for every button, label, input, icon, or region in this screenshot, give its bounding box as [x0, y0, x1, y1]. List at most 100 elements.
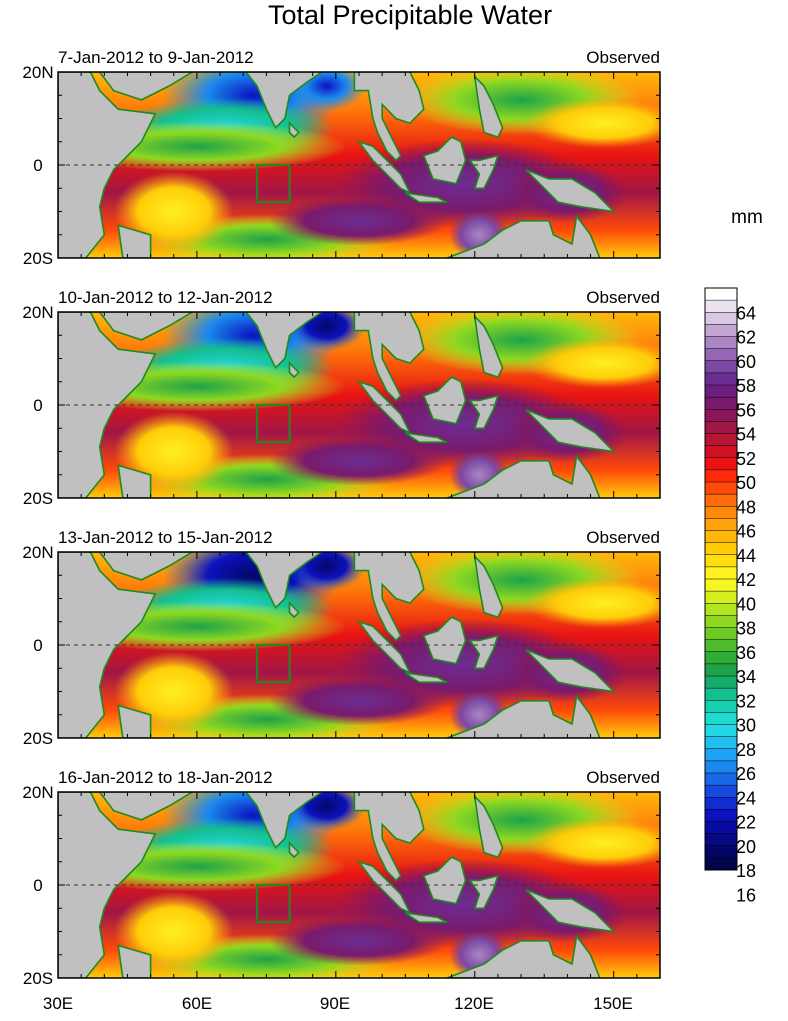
panel-status: Observed: [586, 528, 660, 547]
lat-label: 0: [33, 636, 42, 655]
colorbar-label: 64: [736, 303, 756, 323]
land-mass: [353, 552, 425, 642]
colorbar-swatch: [705, 760, 737, 774]
colorbar-swatch: [705, 773, 737, 786]
land-mass: [353, 72, 425, 162]
panel-date-range: 16-Jan-2012 to 18-Jan-2012: [58, 768, 273, 787]
land-mass: [356, 620, 412, 675]
colorbar-label: 36: [736, 643, 756, 663]
map-panel: 7-Jan-2012 to 9-Jan-2012 Observed 20N 0 20S: [22, 48, 661, 268]
land-mass: [525, 168, 616, 213]
colorbar-label: 50: [736, 473, 756, 493]
colorbar-swatch: [705, 433, 737, 447]
colorbar-label: 60: [736, 352, 756, 372]
colorbar-swatch: [705, 336, 737, 350]
colorbar-swatch: [705, 518, 737, 531]
colorbar-swatch: [705, 663, 737, 677]
water-vapor-field: [58, 792, 660, 978]
colorbar-swatch: [705, 312, 737, 325]
lat-label: 0: [33, 396, 42, 415]
colorbar-unit-label: mm: [731, 207, 763, 228]
colorbar-label: 56: [736, 400, 756, 420]
colorbar-swatch: [705, 676, 737, 689]
moisture-region: [524, 818, 660, 869]
land-mass: [422, 376, 467, 425]
land-mass: [468, 874, 500, 910]
water-vapor-field: [58, 312, 660, 498]
land-mass: [404, 192, 448, 203]
land-mass: [404, 672, 448, 684]
land-mass: [288, 361, 300, 379]
colorbar-label: 40: [736, 594, 756, 614]
land-mass: [473, 74, 504, 139]
land-mass: [353, 312, 425, 402]
colorbar-swatch: [705, 372, 737, 386]
moisture-region: [113, 171, 234, 252]
colorbar-swatch: [705, 785, 737, 798]
colorbar-swatch: [705, 445, 737, 459]
land-mass: [356, 380, 412, 435]
lat-label: 20N: [22, 303, 53, 322]
land-mass: [58, 792, 194, 821]
colorbar-label: 46: [736, 522, 756, 542]
lon-label-90e: 90E: [320, 994, 350, 1013]
colorbar-swatch: [705, 554, 737, 568]
lat-label: 20N: [22, 63, 53, 82]
colorbar-swatch: [705, 797, 737, 810]
colorbar-swatch: [705, 579, 737, 592]
colorbar-label: 54: [736, 425, 756, 445]
land-mass: [356, 140, 412, 195]
land-mass: [468, 154, 500, 190]
land-mass: [288, 601, 300, 619]
panel-status: Observed: [586, 768, 660, 787]
moisture-region: [113, 651, 234, 732]
longitude-axis-labels: 30E 60E 90E 120E 150E: [43, 994, 633, 1013]
land-mass: [468, 394, 500, 430]
region-box: [256, 404, 291, 444]
lon-label-60e: 60E: [182, 994, 212, 1013]
colorbar-label: 18: [736, 861, 756, 881]
colorbar-label: 30: [736, 716, 756, 736]
land-mass: [446, 934, 601, 978]
map-panel: 13-Jan-2012 to 15-Jan-2012 Observed 20N 0 20…: [22, 528, 661, 748]
colorbar-label: 58: [736, 376, 756, 396]
colorbar-swatch: [705, 324, 737, 337]
water-vapor-field: [58, 72, 660, 258]
region-box: [256, 164, 291, 204]
moisture-region: [269, 195, 449, 246]
colorbar-swatch: [705, 809, 737, 822]
colorbar-label: 26: [736, 764, 756, 784]
panel-date-range: 7-Jan-2012 to 9-Jan-2012: [58, 48, 254, 67]
land-mass: [404, 912, 448, 924]
colorbar-label: 16: [736, 885, 756, 905]
panel-status: Observed: [586, 288, 660, 307]
land-mass: [117, 944, 152, 978]
colorbar-swatch: [705, 300, 737, 313]
colorbar-label: 24: [736, 788, 756, 808]
lat-label: 20N: [22, 543, 53, 562]
colorbar-swatch: [705, 845, 737, 859]
colorbar-label: 22: [736, 813, 756, 833]
land-mass: [473, 554, 504, 619]
colorbar-swatch: [705, 688, 737, 701]
panel-date-range: 13-Jan-2012 to 15-Jan-2012: [58, 528, 273, 547]
colorbar-label: 38: [736, 619, 756, 639]
colorbar-swatch: [705, 748, 737, 762]
colorbar-swatch: [705, 469, 737, 483]
colorbar-swatch: [705, 712, 737, 725]
colorbar: 64 62 60 58 56 54 52 50 48 46 44 42 40 38 36 34 32 30 28 26…: [704, 287, 756, 905]
moisture-region: [269, 915, 449, 966]
colorbar-swatch: [705, 857, 737, 871]
colorbar-swatch: [705, 360, 737, 374]
region-box: [256, 644, 291, 684]
colorbar-swatch: [705, 457, 737, 471]
colorbar-swatch: [705, 385, 737, 398]
colorbar-label: 62: [736, 328, 756, 348]
colorbar-swatch: [705, 700, 737, 713]
land-mass: [58, 312, 194, 341]
colorbar-label: 20: [736, 837, 756, 857]
region-box: [256, 884, 291, 924]
land-mass: [58, 72, 194, 101]
